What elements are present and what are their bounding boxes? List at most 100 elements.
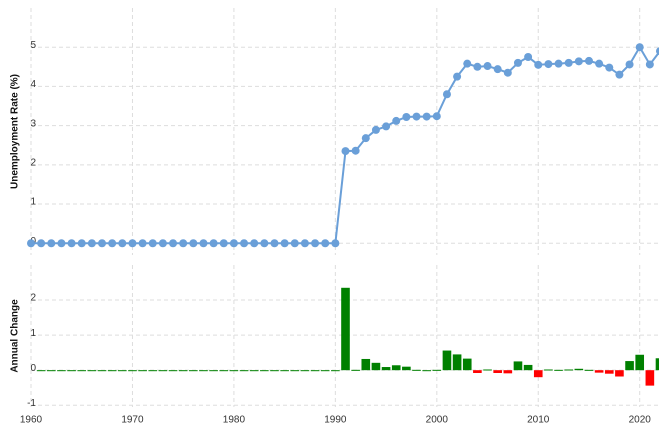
bar	[97, 370, 107, 372]
point	[371, 125, 380, 134]
bar	[594, 370, 604, 373]
bar	[168, 370, 178, 372]
bar	[503, 370, 513, 374]
bar	[229, 370, 239, 372]
point	[412, 112, 421, 121]
bar	[249, 370, 259, 372]
point	[361, 134, 370, 143]
y-tick-label: 1	[30, 197, 36, 208]
x-tick-label: 2020	[629, 415, 652, 426]
line	[31, 45, 659, 245]
point	[574, 57, 583, 66]
bar	[331, 370, 340, 372]
bar	[341, 287, 350, 371]
bar	[128, 370, 137, 372]
point	[27, 239, 35, 248]
bar	[199, 370, 208, 372]
bar	[381, 367, 391, 371]
bar	[67, 370, 76, 372]
bar	[533, 370, 543, 378]
point	[493, 65, 502, 74]
point	[463, 59, 472, 68]
bar	[473, 370, 482, 373]
point	[300, 239, 309, 248]
x-tick-label: 2010	[527, 415, 550, 426]
point	[645, 60, 654, 69]
point	[118, 239, 127, 248]
point	[311, 239, 320, 248]
point	[169, 239, 178, 248]
point	[392, 116, 401, 125]
x-tick-label: 2000	[426, 415, 449, 426]
bar	[117, 370, 127, 372]
bar	[371, 362, 381, 371]
bar	[442, 350, 452, 371]
y-tick-label: 1	[30, 328, 36, 339]
point	[473, 62, 482, 71]
bar	[260, 370, 269, 372]
point	[341, 147, 350, 156]
bar	[544, 369, 553, 371]
point	[67, 239, 76, 248]
bar	[148, 370, 158, 372]
point	[37, 239, 46, 248]
point	[503, 68, 512, 77]
bar	[564, 369, 574, 371]
y-tick-label: 4	[30, 79, 36, 90]
bar	[452, 354, 462, 371]
y-tick-label: 2	[30, 157, 36, 168]
bar	[604, 370, 614, 374]
bar	[402, 366, 411, 371]
bar	[178, 370, 188, 372]
x-tick-label: 1970	[121, 415, 144, 426]
bar	[290, 370, 300, 372]
point	[138, 239, 147, 248]
point	[128, 239, 137, 248]
point	[382, 122, 391, 131]
point	[615, 70, 624, 79]
bar	[432, 369, 442, 371]
y-tick-label: 0	[30, 363, 36, 374]
point	[260, 239, 269, 248]
bar	[554, 369, 563, 371]
y-axis-title: Unemployment Rate (%)	[10, 74, 21, 189]
point	[250, 239, 259, 248]
bar	[655, 358, 659, 371]
point	[635, 43, 644, 52]
point	[422, 112, 431, 121]
point	[240, 239, 249, 248]
point	[199, 239, 208, 248]
y-tick-label: 3	[30, 118, 36, 129]
point	[280, 239, 289, 248]
bar	[422, 370, 431, 372]
y-axis-title: Annual Change	[10, 299, 21, 373]
point	[98, 239, 107, 248]
point	[564, 58, 573, 67]
point	[290, 239, 299, 248]
bar	[87, 370, 97, 372]
point	[453, 72, 462, 81]
point	[483, 62, 492, 71]
bar	[270, 370, 279, 372]
point	[229, 239, 238, 248]
point	[189, 239, 198, 248]
bar	[280, 370, 289, 372]
bar	[645, 370, 655, 386]
point	[47, 239, 56, 248]
x-tick-label: 1960	[20, 415, 43, 426]
point	[554, 59, 563, 68]
point	[57, 239, 66, 248]
bar	[493, 370, 502, 373]
point	[402, 112, 411, 121]
bar	[77, 370, 87, 372]
bar	[635, 354, 645, 371]
y-tick-label: 5	[30, 40, 36, 51]
point	[442, 90, 451, 99]
x-tick-label: 1980	[223, 415, 246, 426]
y-tick-label: -1	[27, 398, 36, 409]
point	[584, 56, 593, 65]
bar	[219, 370, 229, 372]
point	[209, 239, 218, 248]
point	[87, 239, 96, 248]
